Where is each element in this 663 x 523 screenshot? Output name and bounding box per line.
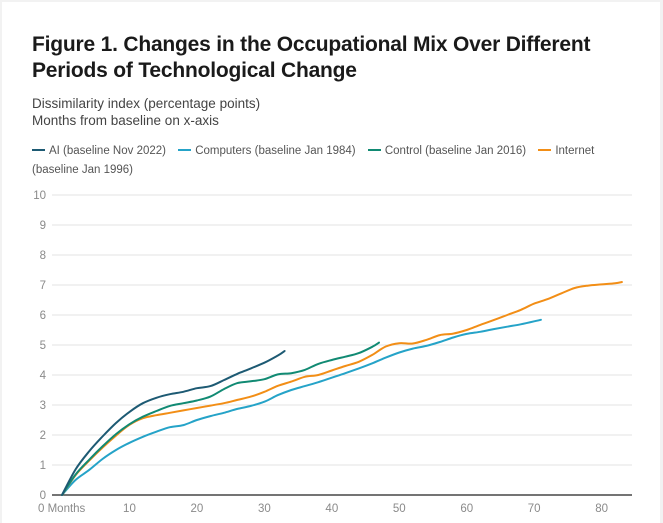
y-tick-label: 6: [40, 310, 46, 322]
y-tick-label: 5: [40, 340, 46, 352]
legend-item-control[interactable]: Control (baseline Jan 2016): [367, 145, 529, 157]
series-line-control[interactable]: [61, 341, 380, 496]
x-tick-label: 80: [595, 503, 608, 515]
y-tick-label: 2: [40, 430, 46, 442]
y-tick-label: 1: [40, 460, 46, 472]
legend-item-internet[interactable]: Internet (baseline Jan 1996): [32, 145, 594, 176]
legend-label-control: Control (baseline Jan 2016): [384, 145, 527, 157]
y-tick-label: 4: [40, 370, 47, 382]
legend-swatch-control: [367, 148, 381, 151]
legend-item-ai[interactable]: AI (baseline Nov 2022): [32, 145, 169, 157]
x-tick-label: 30: [258, 503, 271, 515]
series-line-computers[interactable]: [61, 318, 542, 496]
subtitle-y-units: Dissimilarity index (percentage points): [32, 96, 261, 111]
y-tick-label: 0: [40, 490, 46, 502]
chart-title: Figure 1. Changes in the Occupational Mi…: [32, 33, 591, 82]
subtitle-x-units: Months from baseline on x-axis: [32, 113, 219, 128]
x-tick-label: 10: [123, 503, 136, 515]
series-line-internet[interactable]: [61, 281, 623, 496]
x-tick-label: 50: [393, 503, 406, 515]
series-line-ai[interactable]: [61, 350, 286, 496]
gridlines: [52, 194, 632, 466]
x-tick-label: 60: [460, 503, 473, 515]
legend-swatch-computers: [178, 148, 192, 151]
y-tick-label: 7: [40, 280, 46, 292]
x-tick-label: 20: [191, 503, 204, 515]
y-tick-label: 9: [40, 220, 46, 232]
legend-label-ai: AI (baseline Nov 2022): [49, 145, 166, 157]
y-axis-ticks: 0 1 2 3 4 5 6 7 8 9 10: [33, 190, 46, 502]
series-lines: [61, 281, 623, 496]
y-tick-label: 10: [33, 190, 46, 202]
chart-legend: AI (baseline Nov 2022) Computers (baseli…: [32, 142, 632, 180]
legend-label-computers: Computers (baseline Jan 1984): [195, 145, 356, 157]
x-axis-ticks: 0 Months 10 20 30 40 50 60 70 80: [38, 503, 608, 515]
x-tick-label: 70: [528, 503, 541, 515]
legend-swatch-ai: [32, 148, 45, 151]
legend-swatch-internet: [538, 148, 552, 151]
y-tick-label: 3: [40, 400, 46, 412]
legend-label-internet: Internet (baseline Jan 1996): [32, 145, 595, 176]
legend-item-computers[interactable]: Computers (baseline Jan 1984): [178, 145, 359, 157]
chart-subtitle: Dissimilarity index (percentage points) …: [32, 95, 260, 129]
x-tick-label: 0 Months: [38, 503, 86, 515]
y-tick-label: 8: [40, 250, 46, 262]
x-tick-label: 40: [325, 503, 338, 515]
